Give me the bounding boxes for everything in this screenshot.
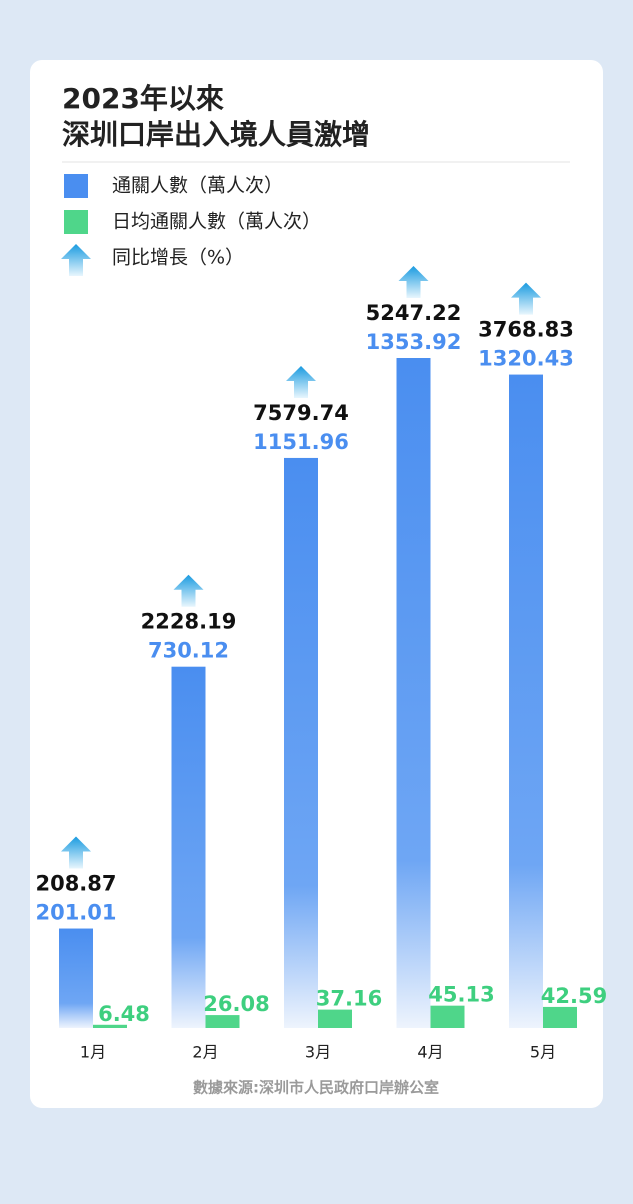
legend-label: 日均通關人數（萬人次）: [112, 211, 321, 233]
growth-arrow: [61, 244, 91, 276]
growth-arrow: [398, 266, 429, 298]
value-label: 208.87: [35, 872, 116, 896]
chart-title: 深圳口岸出入境人員激增: [62, 118, 370, 151]
bar: [396, 358, 431, 1028]
x-tick-label: 3月: [305, 1043, 331, 1062]
value-label: 26.08: [203, 992, 269, 1016]
value-label: 45.13: [428, 983, 494, 1007]
bar: [59, 928, 93, 1028]
plot: 201.01 6.48 208.87 1月 730.12 26.08 2228.19 2月 11…: [35, 266, 607, 1062]
growth-arrow: [286, 365, 316, 398]
legend-label: 同比增長（%）: [112, 247, 244, 269]
value-label: 42.59: [541, 984, 607, 1008]
value-label: 2228.19: [141, 610, 237, 634]
bar: [509, 374, 543, 1028]
value-label: 5247.22: [366, 301, 462, 325]
legend-swatch: [64, 210, 88, 234]
bar: [284, 457, 318, 1029]
bar: [205, 1015, 240, 1028]
value-label: 37.16: [316, 987, 382, 1011]
legend-label: 通關人數（萬人次）: [112, 175, 283, 197]
value-label: 7579.74: [253, 401, 349, 425]
growth-arrow: [511, 282, 541, 315]
legend-swatch: [64, 174, 88, 198]
value-label: 730.12: [148, 639, 229, 663]
value-label: 201.01: [35, 901, 116, 925]
value-label: 6.48: [98, 1002, 150, 1026]
growth-arrow: [61, 836, 91, 869]
chart-title: 2023年以來: [62, 82, 224, 115]
value-label: 1353.92: [366, 330, 462, 354]
x-tick-label: 4月: [417, 1043, 443, 1062]
value-label: 1320.43: [478, 347, 574, 371]
growth-arrow: [173, 574, 204, 607]
x-tick-label: 2月: [192, 1043, 218, 1062]
bar: [430, 1005, 465, 1028]
bar: [93, 1024, 127, 1028]
value-label: 3768.83: [478, 318, 574, 342]
bar: [543, 1006, 577, 1028]
source: 數據來源:深圳市人民政府口岸辦公室: [193, 1079, 439, 1097]
bar: [171, 666, 206, 1028]
legend: 通關人數（萬人次） 日均通關人數（萬人次） 同比增長（%）: [61, 174, 321, 276]
bar: [318, 1009, 352, 1028]
x-tick-label: 5月: [530, 1043, 556, 1062]
value-label: 1151.96: [253, 430, 349, 454]
x-tick-label: 1月: [80, 1043, 106, 1062]
